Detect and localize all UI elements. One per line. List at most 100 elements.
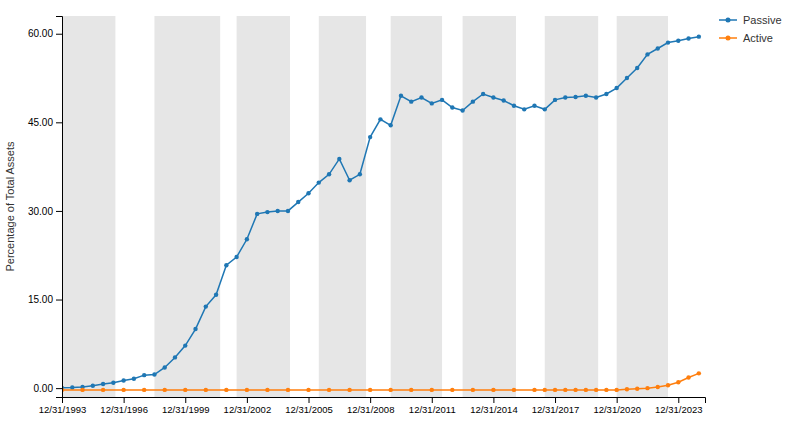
y-tick: 15.00 [28, 294, 62, 305]
point [543, 388, 547, 392]
y-tick-label: 0.00 [34, 383, 54, 394]
point [656, 385, 660, 389]
point [70, 385, 74, 389]
x-tick-mark [124, 397, 125, 403]
point [440, 98, 444, 102]
x-axis: 12/31/199312/31/199612/31/199912/31/2002… [39, 397, 706, 415]
point [614, 86, 618, 90]
x-tick-mark [678, 397, 679, 403]
point [347, 178, 351, 182]
point [399, 94, 403, 98]
shaded-band [617, 16, 668, 397]
point [553, 388, 557, 392]
x-tick-label: 12/31/2020 [593, 404, 641, 415]
point [132, 376, 136, 380]
x-tick-mark [493, 397, 494, 403]
point [409, 99, 413, 103]
point [193, 327, 197, 331]
point [409, 388, 413, 392]
point [327, 388, 331, 392]
point [245, 388, 249, 392]
point [378, 117, 382, 121]
shaded-band [62, 16, 115, 397]
point [163, 388, 167, 392]
point [666, 40, 670, 44]
point [306, 388, 310, 392]
plot: 12/31/199312/31/199612/31/199912/31/2002… [4, 14, 782, 415]
series-markers [62, 34, 701, 390]
x-tick-label: 12/31/2011 [409, 404, 456, 415]
point [327, 172, 331, 176]
point [276, 209, 280, 213]
legend: Passive Active [719, 14, 782, 44]
point [142, 373, 146, 377]
legend-marker [726, 36, 731, 41]
y-tick-mark [56, 122, 62, 123]
point [450, 388, 454, 392]
point [388, 123, 392, 127]
point [317, 180, 321, 184]
x-tick: 12/31/2017 [532, 397, 580, 415]
point [594, 95, 598, 99]
point [625, 387, 629, 391]
legend-label: Active [743, 32, 773, 44]
point [460, 108, 464, 112]
x-tick-label: 12/31/2005 [285, 404, 333, 415]
y-tick: 60.00 [28, 28, 62, 39]
x-tick-mark [555, 397, 556, 403]
x-tick: 12/31/2008 [347, 397, 395, 415]
x-tick: 12/31/2005 [285, 397, 333, 415]
point [245, 237, 249, 241]
x-tick-label: 12/31/2008 [347, 404, 395, 415]
series-line [62, 373, 699, 390]
x-tick-label: 12/31/2017 [532, 404, 580, 415]
point [430, 388, 434, 392]
point [183, 388, 187, 392]
point [604, 388, 608, 392]
point [686, 36, 690, 40]
point [656, 46, 660, 50]
y-tick-mark [56, 388, 62, 389]
y-tick: 45.00 [28, 117, 62, 128]
y-tick-mark [56, 34, 62, 35]
x-tick: 12/31/1996 [100, 397, 148, 415]
point [697, 371, 701, 375]
point [594, 388, 598, 392]
point [358, 172, 362, 176]
point [676, 380, 680, 384]
shaded-band [154, 16, 220, 397]
legend-label: Passive [743, 14, 782, 26]
chart: 12/31/199312/31/199612/31/199912/31/2002… [0, 0, 800, 429]
point [121, 388, 125, 392]
point [80, 388, 84, 392]
legend-entry: Passive [719, 14, 782, 26]
point [645, 386, 649, 390]
shaded-band [545, 16, 598, 397]
x-tick-mark [309, 397, 310, 403]
point [676, 39, 680, 43]
x-tick: 12/31/1993 [39, 397, 87, 415]
point [265, 210, 269, 214]
y-axis-title: Percentage of Total Assets [4, 141, 16, 272]
x-tick-label: 12/31/2002 [224, 404, 272, 415]
shaded-band [463, 16, 516, 397]
point [635, 66, 639, 70]
point [532, 388, 536, 392]
point [152, 372, 156, 376]
y-tick-mark [56, 300, 62, 301]
y-tick-label: 60.00 [28, 28, 53, 39]
x-tick: 12/31/2002 [224, 397, 272, 415]
point [635, 387, 639, 391]
point [368, 135, 372, 139]
point [224, 263, 228, 267]
point [625, 76, 629, 80]
y-tick-label: 45.00 [28, 117, 53, 128]
point [522, 107, 526, 111]
x-tick-mark [370, 397, 371, 403]
point [296, 200, 300, 204]
point [111, 381, 115, 385]
point [430, 101, 434, 105]
point [573, 95, 577, 99]
x-tick-label: 12/31/1996 [100, 404, 148, 415]
point [573, 388, 577, 392]
